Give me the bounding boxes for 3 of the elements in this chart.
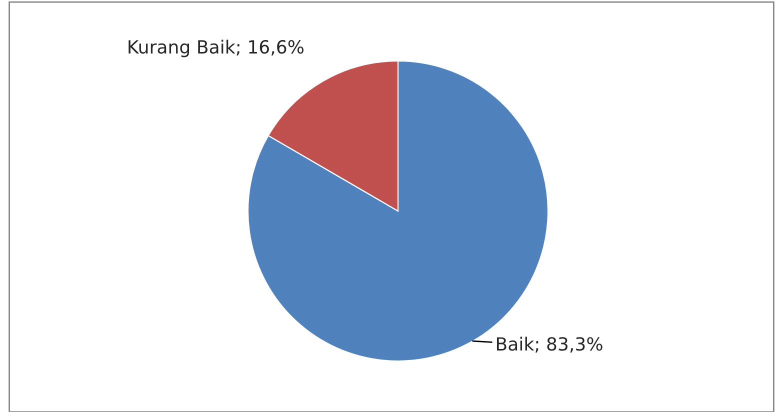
pie-slice xyxy=(247,60,549,362)
slice-label: Kurang Baik; 16,6% xyxy=(128,40,304,58)
slice-label: Baik; 83,3% xyxy=(497,336,602,353)
